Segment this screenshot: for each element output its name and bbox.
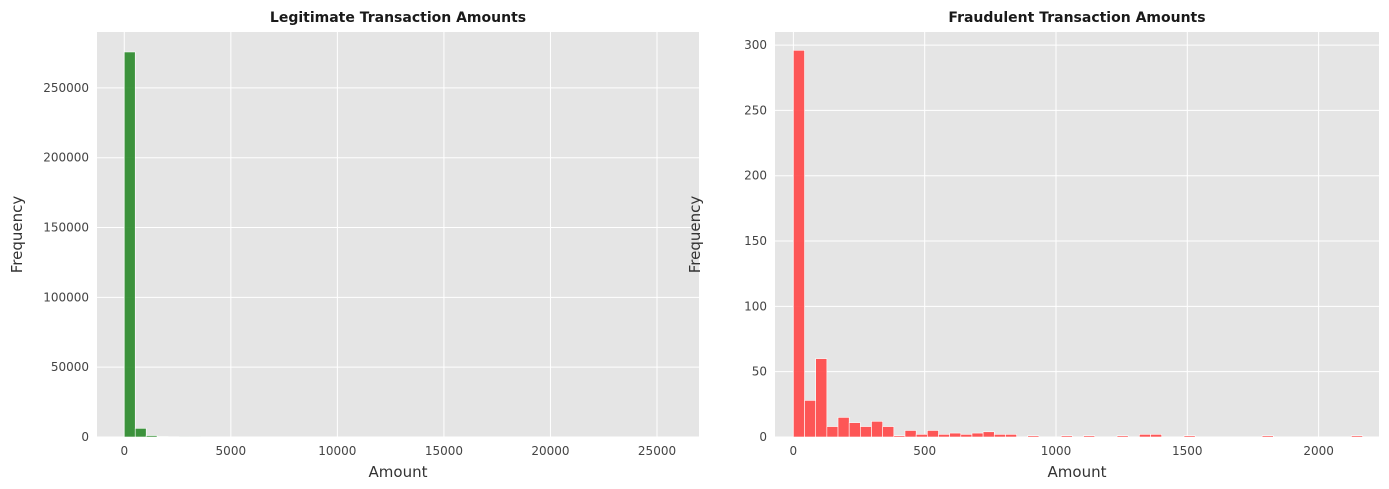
histogram-bar: [949, 432, 962, 438]
y-tick-label: 150: [744, 234, 767, 248]
chart-title: Legitimate Transaction Amounts: [270, 10, 526, 26]
histogram-bar: [871, 421, 883, 438]
x-tick-label: 0: [120, 444, 128, 458]
histogram-bar: [134, 428, 147, 438]
histogram-bar: [156, 436, 169, 438]
y-tick-label: 300: [744, 38, 767, 52]
y-tick-label: 100000: [43, 290, 89, 304]
x-tick-label: 1500: [1172, 444, 1203, 458]
legitimate-histogram-panel: Legitimate Transaction Amounts Amount Fr…: [8, 10, 699, 481]
chart-title: Fraudulent Transaction Amounts: [948, 10, 1205, 26]
histogram-bar: [815, 358, 828, 438]
fraudulent-histogram-panel: Fraudulent Transaction Amounts Amount Fr…: [686, 10, 1379, 481]
x-axis-label: Amount: [1048, 463, 1107, 481]
x-tick-label: 15000: [425, 444, 463, 458]
histogram-bar: [927, 430, 939, 438]
y-tick-label: 200: [744, 169, 767, 183]
histogram-bar: [1027, 435, 1040, 438]
histogram-bar: [848, 422, 861, 438]
y-tick-label: 250000: [43, 81, 89, 95]
histogram-bar: [860, 426, 872, 438]
histogram-bar: [145, 435, 158, 438]
x-tick-label: 2000: [1303, 444, 1334, 458]
histogram-bars: [793, 49, 1363, 438]
y-axis-label: Frequency: [686, 196, 704, 274]
y-tick-label: 250: [744, 103, 767, 117]
histogram-bar: [1261, 435, 1274, 438]
histogram-bar: [1116, 435, 1129, 438]
histogram-bar: [804, 400, 817, 438]
x-tick-label: 500: [913, 444, 936, 458]
y-tick-label: 200000: [43, 151, 89, 165]
histogram-bar: [1183, 435, 1196, 438]
histogram-bar: [882, 426, 895, 438]
histogram-bar: [960, 434, 973, 438]
histogram-bar: [1351, 435, 1363, 438]
x-tick-label: 25000: [638, 444, 676, 458]
histogram-bar: [971, 432, 984, 438]
histogram-bar: [1139, 434, 1151, 438]
histogram-bar: [1150, 434, 1162, 438]
histogram-bar: [904, 430, 917, 438]
x-axis-label: Amount: [369, 463, 428, 481]
histogram-bar: [123, 51, 136, 438]
histogram-bar: [982, 431, 995, 438]
histogram-bar: [938, 434, 950, 438]
histogram-bar: [826, 426, 839, 438]
y-tick-label: 0: [759, 430, 767, 444]
plot-area: [775, 32, 1379, 437]
plot-area: [97, 32, 699, 437]
y-tick-label: 50000: [51, 360, 89, 374]
histogram-bar: [1060, 435, 1073, 438]
histogram-bar: [1005, 434, 1017, 438]
histogram-bar: [837, 417, 850, 438]
histogram-bar: [793, 49, 805, 438]
x-tick-label: 20000: [531, 444, 569, 458]
x-tick-label: 1000: [1041, 444, 1072, 458]
histogram-bar: [915, 434, 928, 438]
x-tick-label: 10000: [318, 444, 356, 458]
histogram-bars: [123, 51, 202, 438]
y-axis-label: Frequency: [8, 196, 26, 274]
x-tick-label: 5000: [216, 444, 247, 458]
y-tick-label: 50: [752, 365, 767, 379]
histogram-bar: [993, 434, 1006, 438]
histogram-bar: [1083, 435, 1096, 438]
y-tick-label: 0: [81, 430, 89, 444]
y-tick-label: 100: [744, 299, 767, 313]
x-tick-label: 0: [790, 444, 798, 458]
histogram-bar: [893, 435, 906, 438]
y-tick-label: 150000: [43, 221, 89, 235]
